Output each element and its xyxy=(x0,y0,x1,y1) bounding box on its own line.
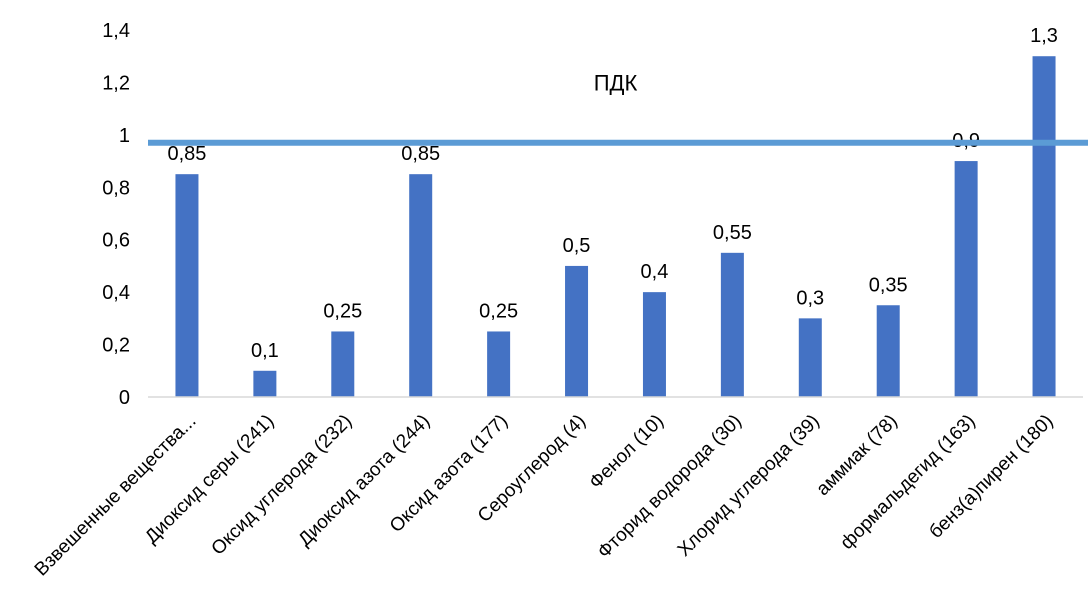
bar xyxy=(798,318,822,397)
data-label: 0,85 xyxy=(401,143,440,165)
y-tick-label: 0,8 xyxy=(102,177,130,199)
bars xyxy=(175,56,1056,397)
bar xyxy=(954,161,978,397)
data-label: 0,35 xyxy=(869,274,908,296)
y-tick-label: 0,6 xyxy=(102,230,130,252)
data-label: 0,3 xyxy=(796,287,824,309)
data-label: 0,5 xyxy=(563,235,591,257)
data-label: 1,3 xyxy=(1030,25,1058,47)
bar xyxy=(253,370,277,397)
data-label: 0,1 xyxy=(251,340,279,362)
data-labels: 0,850,10,250,850,250,50,40,550,30,350,91… xyxy=(167,25,1057,362)
bar xyxy=(876,305,900,397)
y-axis-ticks: 0 0,2 0,4 0,6 0,8 1 1,2 1,4 xyxy=(102,20,130,409)
bar xyxy=(642,292,666,397)
y-tick-label: 1,4 xyxy=(102,20,130,42)
y-tick-label: 0 xyxy=(119,387,130,409)
data-label: 0,25 xyxy=(479,300,518,322)
y-tick-label: 0,2 xyxy=(102,335,130,357)
y-tick-label: 1,2 xyxy=(102,72,130,94)
x-tick-label: Диоксид азота (244) xyxy=(294,411,434,551)
bar xyxy=(331,331,355,397)
data-label: 0,85 xyxy=(167,143,206,165)
bar xyxy=(409,174,433,397)
bar xyxy=(1032,56,1056,397)
bar xyxy=(565,265,589,397)
y-tick-label: 0,4 xyxy=(102,282,130,304)
bar xyxy=(175,174,199,397)
data-label: 0,25 xyxy=(323,300,362,322)
data-label: 0,55 xyxy=(713,222,752,244)
x-tick-label: Оксид углерода (232) xyxy=(208,411,357,560)
y-tick-label: 1 xyxy=(119,125,130,147)
x-tick-label: Хлорид углерода (39) xyxy=(674,411,824,561)
x-axis-category-labels: Взвешенные вещества...Диоксид серы (241)… xyxy=(31,411,1058,581)
bar xyxy=(487,331,511,397)
x-tick-label: Диоксид серы (241) xyxy=(141,411,278,548)
data-label: 0,4 xyxy=(641,261,669,283)
x-tick-label: формальдегид (163) xyxy=(837,411,980,554)
x-tick-label: Фторид водорода (30) xyxy=(594,411,746,563)
x-tick-label: Фенол (10) xyxy=(585,411,668,494)
bar xyxy=(720,252,744,397)
x-tick-label: Взвешенные вещества... xyxy=(31,411,201,581)
pdk-reference-label: ПДК xyxy=(594,70,638,95)
